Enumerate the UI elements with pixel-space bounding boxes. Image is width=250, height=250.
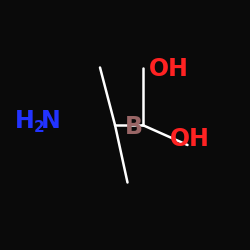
Text: B: B [125,116,143,140]
Text: OH: OH [149,57,189,81]
Text: N: N [41,109,61,133]
Text: 2: 2 [34,120,44,135]
Text: H: H [15,109,35,133]
Text: OH: OH [170,127,210,151]
